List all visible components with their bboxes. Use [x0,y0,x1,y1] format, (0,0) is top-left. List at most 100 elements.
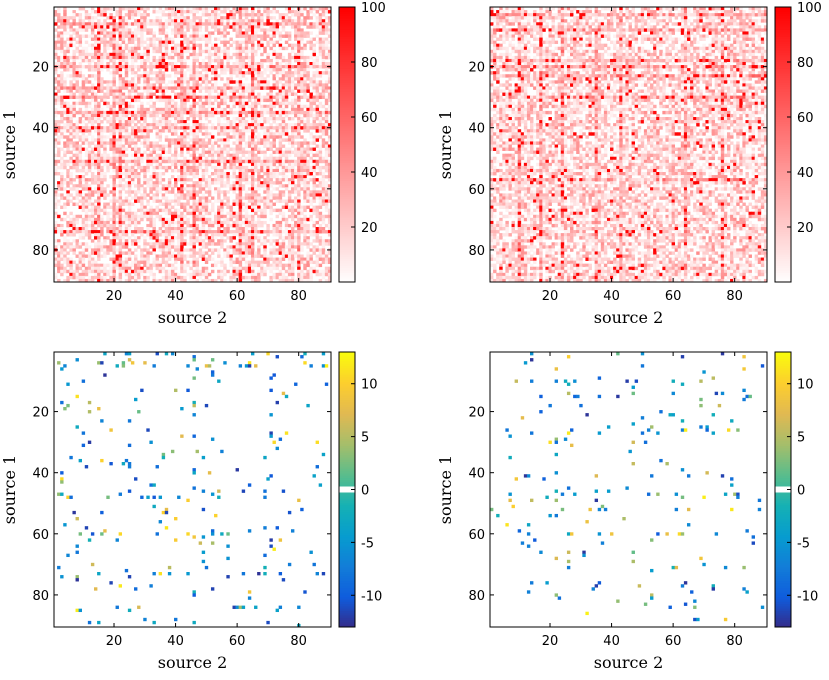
heatmap-cell [54,120,58,124]
heatmap-cell [235,34,240,38]
heatmap-cell [290,138,295,142]
heatmap-cell [315,110,320,115]
heatmap-cell [260,168,264,173]
heatmap-cell [254,80,258,84]
heatmap-cell [247,141,252,145]
heatmap-cell [164,46,169,51]
heatmap-cell [287,110,292,115]
heatmap-cell [170,28,175,32]
heatmap-cell [210,147,215,151]
heatmap-cell [217,190,221,194]
heatmap-cell [198,117,203,121]
heatmap-cell [278,156,283,161]
heatmap-cell [254,62,258,66]
heatmap-cell [127,37,132,41]
heatmap-cell [57,230,61,234]
heatmap-cell [63,86,67,90]
heatmap-cell [321,55,326,60]
heatmap-cell [229,236,233,240]
heatmap-cell [201,22,206,26]
heatmap-cell [189,196,193,200]
heatmap-cell [229,159,233,164]
heatmap-cell [75,184,79,188]
heatmap-cell [87,187,92,191]
heatmap-cell [254,107,258,112]
heatmap-cell [72,220,76,225]
heatmap-cell [124,227,129,231]
heatmap-cell [275,227,280,231]
heatmap-cell [158,165,163,170]
heatmap-cell [321,156,326,161]
heatmap-cell [244,223,249,228]
heatmap-cell [287,77,292,81]
heatmap-cell [287,80,292,84]
heatmap-cell [297,196,301,200]
heatmap-cell [63,126,67,130]
heatmap-cell [210,71,215,75]
heatmap-cell [294,113,298,118]
heatmap-cell [164,62,169,66]
heatmap-cell [100,184,104,188]
heatmap-cell [315,92,320,96]
heatmap-cell [210,126,215,130]
heatmap-cell [195,52,200,57]
heatmap-cell [263,34,267,38]
heatmap-cell [152,101,156,106]
heatmap-cell [186,22,190,26]
heatmap-cell [118,113,123,118]
heatmap-cell [100,144,104,148]
heatmap-cell [275,220,280,225]
heatmap-cell [130,46,135,51]
heatmap-cell [54,40,58,45]
heatmap-cell [134,168,138,173]
heatmap-cell [66,55,70,60]
heatmap-cell [189,147,193,151]
heatmap-cell [146,208,150,213]
heatmap-cell [318,129,323,133]
heatmap-cell [272,83,276,87]
heatmap-cell [118,159,123,164]
heatmap-cell [269,199,273,203]
heatmap-cell [130,37,135,41]
heatmap-cell [201,77,206,81]
heatmap-cell [180,10,184,14]
heatmap-cell [54,80,58,84]
heatmap-cell [315,150,320,155]
heatmap-cell [278,37,283,41]
heatmap-cell [324,10,329,14]
heatmap-cell [124,141,129,145]
heatmap-cell [90,172,95,176]
heatmap-cell [220,165,224,170]
heatmap-cell [244,16,249,20]
heatmap-cell [229,43,233,48]
heatmap-cell [250,165,255,170]
heatmap-cell [118,211,123,216]
heatmap-cell [214,80,218,84]
heatmap-cell [183,74,187,78]
heatmap-cell [78,49,83,54]
heatmap-cell [318,65,323,69]
heatmap-cell [183,168,187,173]
heatmap-cell [214,83,218,87]
heatmap-cell [72,147,76,151]
heatmap-cell [180,104,184,109]
heatmap-cell [198,184,203,188]
heatmap-cell [238,178,243,182]
heatmap-cell [257,71,261,75]
heatmap-cell [137,120,141,124]
heatmap-cell [192,43,196,48]
heatmap-cell [214,65,218,69]
heatmap-cell [97,89,101,93]
heatmap-cell [149,95,153,100]
heatmap-cell [109,58,113,63]
heatmap-cell [300,211,304,216]
heatmap-cell [149,92,153,96]
heatmap-cell [57,181,61,185]
heatmap-cell [294,150,298,155]
heatmap-cell [241,46,246,51]
heatmap-cell [124,132,129,136]
heatmap-cell [164,168,169,173]
heatmap-cell [121,28,126,32]
heatmap-cell [100,68,104,72]
heatmap-cell [287,43,292,48]
